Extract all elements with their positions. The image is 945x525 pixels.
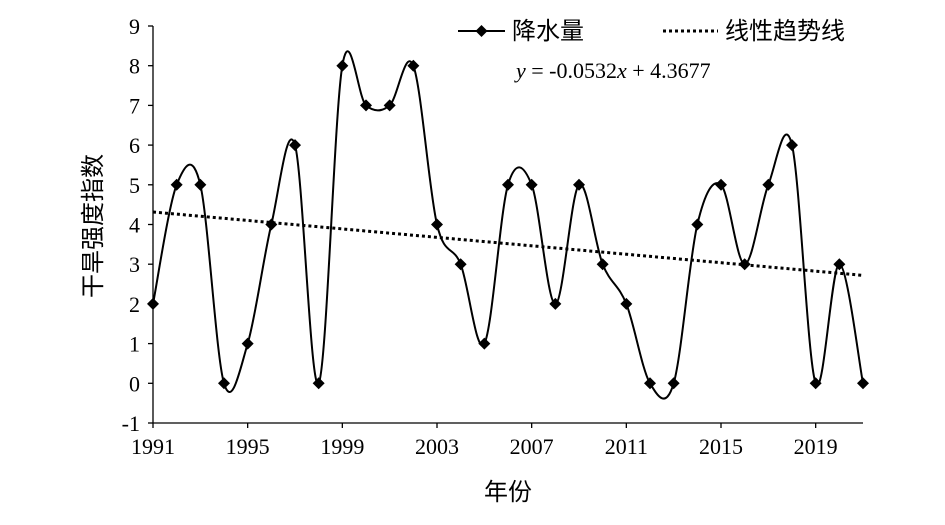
x-tick-label: 2019 (794, 434, 838, 459)
y-tick-label: 7 (129, 93, 140, 118)
x-tick-label: 2015 (699, 434, 743, 459)
data-point-marker (667, 377, 680, 390)
trendline (152, 210, 864, 277)
y-axis-title: 干旱强度指数 (80, 154, 107, 298)
x-axis-title: 年份 (484, 479, 532, 506)
axes (148, 25, 863, 428)
data-point-marker (241, 337, 254, 350)
data-point-marker (454, 258, 467, 271)
data-point-marker (833, 258, 846, 271)
data-point-marker (525, 178, 538, 191)
data-point-marker (289, 139, 301, 152)
data-point-marker (644, 377, 656, 390)
data-point-marker (715, 178, 727, 191)
x-tick-label: 1991 (131, 434, 175, 459)
eq-y: y (514, 58, 526, 83)
x-tick-label: 2011 (605, 434, 648, 459)
series-line (152, 50, 864, 400)
y-tick-label: 1 (129, 332, 140, 357)
data-point-marker (194, 178, 207, 191)
data-point-marker (383, 99, 396, 112)
data-point-marker (691, 218, 704, 231)
data-point-marker (312, 377, 325, 390)
data-point-marker (549, 297, 562, 310)
data-point-marker (857, 377, 869, 390)
x-tick-label: 1999 (320, 434, 364, 459)
data-point-marker (502, 178, 514, 191)
eq-intercept: + 4.3677 (627, 58, 711, 83)
data-point-marker (265, 218, 278, 231)
eq-coef: = -0.0532 (526, 58, 617, 83)
data-point-marker (218, 377, 230, 390)
data-point-marker (596, 258, 609, 271)
y-tick-label: 3 (129, 252, 140, 277)
x-tick-label: 2003 (415, 434, 459, 459)
data-point-marker (786, 139, 798, 152)
y-tick-label: 8 (129, 54, 140, 79)
y-tick-label: 0 (129, 371, 140, 396)
trendline-layer (152, 210, 864, 277)
data-point-marker (431, 218, 443, 231)
legend-series-marker (475, 25, 488, 37)
data-point-marker (360, 99, 372, 112)
trend-equation: y = -0.0532x + 4.3677 (514, 58, 711, 83)
legend: 降水量 线性趋势线 (458, 18, 845, 45)
y-tick-label: 9 (129, 14, 140, 39)
data-point-marker (147, 297, 159, 310)
y-tick-label: -1 (122, 411, 140, 436)
data-point-marker (407, 59, 420, 72)
data-point-marker (170, 178, 183, 191)
y-tick-label: 5 (129, 173, 140, 198)
legend-series-label: 降水量 (512, 18, 584, 45)
y-tick-label: 4 (129, 213, 140, 238)
data-point-marker (478, 337, 491, 350)
labels-layer: -1 0 1 2 3 4 5 6 7 8 9 1991 1995 1999 2003 2007 2011 2015… (122, 14, 838, 459)
data-point-marker (738, 258, 751, 271)
series-layer (147, 50, 869, 400)
y-tick-label: 2 (129, 292, 140, 317)
data-point-marker (809, 377, 822, 390)
legend-trend-label: 线性趋势线 (725, 18, 845, 45)
data-point-marker (573, 178, 585, 191)
data-point-marker (620, 297, 633, 310)
data-point-marker (336, 59, 349, 72)
x-tick-label: 2007 (510, 434, 554, 459)
eq-x: x (616, 58, 627, 83)
x-tick-label: 1995 (226, 434, 270, 459)
y-tick-label: 6 (129, 133, 140, 158)
data-point-marker (762, 178, 775, 191)
